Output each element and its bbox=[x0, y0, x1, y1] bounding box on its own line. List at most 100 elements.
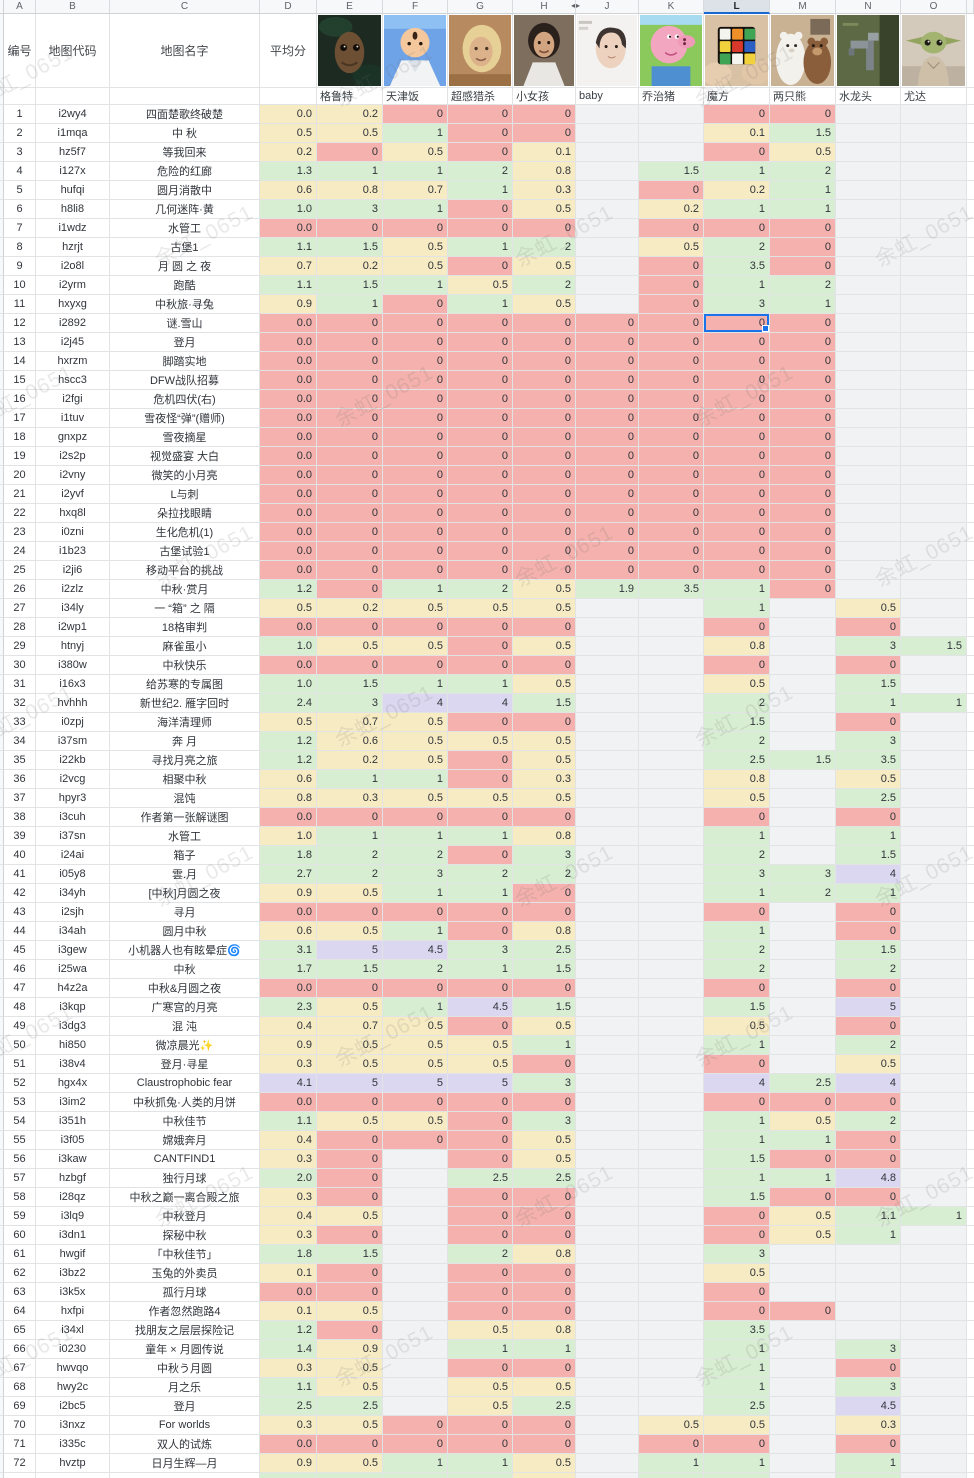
cell-B25[interactable]: i2ji6 bbox=[36, 561, 110, 580]
cell-O54[interactable] bbox=[901, 1112, 967, 1131]
cell-O62[interactable] bbox=[901, 1264, 967, 1283]
cell-G64[interactable]: 0 bbox=[448, 1302, 513, 1321]
cell-M41[interactable]: 3 bbox=[770, 865, 836, 884]
cell-C34[interactable]: 奔 月 bbox=[110, 732, 260, 751]
cell-A56[interactable]: 56 bbox=[4, 1150, 36, 1169]
cell-F36[interactable]: 1 bbox=[383, 770, 448, 789]
cell-D62[interactable]: 0.1 bbox=[260, 1264, 317, 1283]
cell-A19[interactable]: 19 bbox=[4, 447, 36, 466]
cell-player-image-cube[interactable] bbox=[704, 14, 770, 88]
cell-N16[interactable] bbox=[836, 390, 901, 409]
cell-B57[interactable]: hzbgf bbox=[36, 1169, 110, 1188]
cell-K69[interactable] bbox=[639, 1397, 704, 1416]
cell-H22[interactable]: 0 bbox=[513, 504, 576, 523]
cell-G19[interactable]: 0 bbox=[448, 447, 513, 466]
cell-J59[interactable] bbox=[576, 1207, 639, 1226]
cell-K10[interactable]: 0 bbox=[639, 276, 704, 295]
cell-J67[interactable] bbox=[576, 1359, 639, 1378]
cell-N4[interactable] bbox=[836, 162, 901, 181]
cell-M40[interactable] bbox=[770, 846, 836, 865]
cell-J34[interactable] bbox=[576, 732, 639, 751]
cell-G40[interactable]: 0 bbox=[448, 846, 513, 865]
cell-C13[interactable]: 登月 bbox=[110, 333, 260, 352]
cell-G48[interactable]: 4.5 bbox=[448, 998, 513, 1017]
cell-F22[interactable]: 0 bbox=[383, 504, 448, 523]
cell-D63[interactable]: 0.0 bbox=[260, 1283, 317, 1302]
cell-C11[interactable]: 中秋旅·寻兔 bbox=[110, 295, 260, 314]
cell-K4[interactable]: 1.5 bbox=[639, 162, 704, 181]
cell-N41[interactable]: 4 bbox=[836, 865, 901, 884]
cell-E69[interactable]: 2.5 bbox=[317, 1397, 383, 1416]
cell-G72[interactable]: 1 bbox=[448, 1454, 513, 1473]
cell-H53[interactable]: 0 bbox=[513, 1093, 576, 1112]
cell-A36[interactable]: 36 bbox=[4, 770, 36, 789]
cell-L28[interactable]: 0 bbox=[704, 618, 770, 637]
cell-E12[interactable]: 0 bbox=[317, 314, 383, 333]
cell-O7[interactable] bbox=[901, 219, 967, 238]
cell-O55[interactable] bbox=[901, 1131, 967, 1150]
cell-O3[interactable] bbox=[901, 143, 967, 162]
cell-G11[interactable]: 1 bbox=[448, 295, 513, 314]
cell-D22[interactable]: 0.0 bbox=[260, 504, 317, 523]
cell-B52[interactable]: hgx4x bbox=[36, 1074, 110, 1093]
cell-C28[interactable]: 18格审判 bbox=[110, 618, 260, 637]
header-map-name[interactable]: 地图名字 bbox=[110, 14, 260, 88]
cell-G69[interactable]: 0.5 bbox=[448, 1397, 513, 1416]
cell-F66[interactable] bbox=[383, 1340, 448, 1359]
cell-G30[interactable]: 0 bbox=[448, 656, 513, 675]
cell-B51[interactable]: i38v4 bbox=[36, 1055, 110, 1074]
cell-F58[interactable] bbox=[383, 1188, 448, 1207]
cell-L42[interactable]: 1 bbox=[704, 884, 770, 903]
cell-J6[interactable] bbox=[576, 200, 639, 219]
cell-M60[interactable]: 0.5 bbox=[770, 1226, 836, 1245]
cell-J61[interactable] bbox=[576, 1245, 639, 1264]
cell-H4[interactable]: 0.8 bbox=[513, 162, 576, 181]
cell-O8[interactable] bbox=[901, 238, 967, 257]
cell-N14[interactable] bbox=[836, 352, 901, 371]
cell-N51[interactable]: 0.5 bbox=[836, 1055, 901, 1074]
cell-J17[interactable]: 0 bbox=[576, 409, 639, 428]
cell-N21[interactable] bbox=[836, 485, 901, 504]
cell-C62[interactable]: 玉兔的外卖员 bbox=[110, 1264, 260, 1283]
cell-A38[interactable]: 38 bbox=[4, 808, 36, 827]
cell-N39[interactable]: 1 bbox=[836, 827, 901, 846]
partial-cell[interactable] bbox=[704, 1473, 770, 1478]
cell-F60[interactable] bbox=[383, 1226, 448, 1245]
cell-B12[interactable]: i2892 bbox=[36, 314, 110, 333]
cell-F20[interactable]: 0 bbox=[383, 466, 448, 485]
cell-F10[interactable]: 1 bbox=[383, 276, 448, 295]
cell-N8[interactable] bbox=[836, 238, 901, 257]
cell-L67[interactable]: 1 bbox=[704, 1359, 770, 1378]
cell-F12[interactable]: 0 bbox=[383, 314, 448, 333]
cell-D51[interactable]: 0.3 bbox=[260, 1055, 317, 1074]
cell-A48[interactable]: 48 bbox=[4, 998, 36, 1017]
cell-D15[interactable]: 0.0 bbox=[260, 371, 317, 390]
cell-C2[interactable]: 中 秋 bbox=[110, 124, 260, 143]
cell-C71[interactable]: 双人的试炼 bbox=[110, 1435, 260, 1454]
cell-K72[interactable]: 1 bbox=[639, 1454, 704, 1473]
cell-E34[interactable]: 0.6 bbox=[317, 732, 383, 751]
cell-J69[interactable] bbox=[576, 1397, 639, 1416]
cell-G31[interactable]: 1 bbox=[448, 675, 513, 694]
cell-D20[interactable]: 0.0 bbox=[260, 466, 317, 485]
cell-M72[interactable] bbox=[770, 1454, 836, 1473]
cell-E66[interactable]: 0.9 bbox=[317, 1340, 383, 1359]
cell-N43[interactable]: 0 bbox=[836, 903, 901, 922]
cell-F71[interactable]: 0 bbox=[383, 1435, 448, 1454]
cell-B31[interactable]: i16x3 bbox=[36, 675, 110, 694]
cell-J41[interactable] bbox=[576, 865, 639, 884]
cell-B2[interactable]: i1mqa bbox=[36, 124, 110, 143]
cell-N25[interactable] bbox=[836, 561, 901, 580]
cell-D53[interactable]: 0.0 bbox=[260, 1093, 317, 1112]
cell-F34[interactable]: 0.5 bbox=[383, 732, 448, 751]
cell-M12[interactable]: 0 bbox=[770, 314, 836, 333]
cell-J38[interactable] bbox=[576, 808, 639, 827]
cell-E55[interactable]: 0 bbox=[317, 1131, 383, 1150]
cell-M68[interactable] bbox=[770, 1378, 836, 1397]
cell-B70[interactable]: i3nxz bbox=[36, 1416, 110, 1435]
cell-F38[interactable]: 0 bbox=[383, 808, 448, 827]
cell-J48[interactable] bbox=[576, 998, 639, 1017]
cell-N20[interactable] bbox=[836, 466, 901, 485]
cell-O39[interactable] bbox=[901, 827, 967, 846]
cell-B62[interactable]: i3bz2 bbox=[36, 1264, 110, 1283]
